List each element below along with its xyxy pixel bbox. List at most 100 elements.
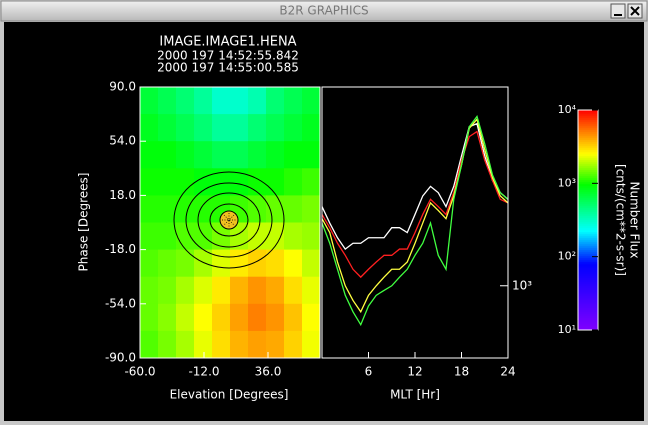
minimize-button[interactable] [610, 3, 626, 19]
colorbar-strip [578, 216, 598, 219]
heat-cell [194, 303, 213, 332]
heat-cell [266, 303, 285, 332]
colorbar-strip [578, 324, 598, 327]
colorbar-strip [578, 202, 598, 205]
heat-cell [176, 168, 195, 196]
colorbar-strip [578, 114, 598, 117]
colorbar-strip [578, 296, 598, 299]
colorbar-strip [578, 218, 598, 221]
heat-cell [302, 303, 320, 332]
heat-cell [266, 195, 285, 223]
colorbar-strip [578, 116, 598, 119]
heat-cell [284, 276, 303, 305]
heat-cell [248, 276, 267, 305]
colorbar-strip [578, 226, 598, 229]
colorbar-label: [cnts/(cm**2-s-sr)] [614, 164, 628, 276]
colorbar-strip [578, 264, 598, 267]
colorbar-strip [578, 320, 598, 323]
colorbar-strip [578, 316, 598, 319]
heat-cell [266, 87, 285, 115]
colorbar-frame [577, 109, 599, 331]
heat-cell [176, 141, 195, 169]
colorbar-strip [578, 288, 598, 291]
colorbar-strip [578, 260, 598, 263]
heat-cell [140, 168, 159, 196]
colorbar-strip [578, 194, 598, 197]
colorbar-strip [578, 278, 598, 281]
heat-cell [230, 303, 249, 332]
colorbar-strip [578, 268, 598, 271]
y-axis-label: Phase [Degrees] [77, 173, 91, 272]
colorbar-strip [578, 258, 598, 261]
window-title: B2R GRAPHICS [279, 4, 368, 18]
colorbar-strip [578, 280, 598, 283]
heat-cell [158, 141, 177, 169]
colorbar-strip [578, 240, 598, 243]
colorbar-strip [578, 130, 598, 133]
heat-cell [248, 114, 267, 142]
heat-cell [158, 222, 177, 251]
colorbar-strip [578, 132, 598, 135]
colorbar-strip [578, 180, 598, 183]
heat-cell [302, 114, 320, 142]
close-button[interactable] [627, 3, 643, 19]
colorbar-strip [578, 166, 598, 169]
heat-cell [248, 141, 267, 169]
colorbar-label: Number Flux [628, 182, 642, 259]
colorbar-strip [578, 246, 598, 249]
y-tick-label: -54.0 [105, 296, 136, 310]
heat-cell [194, 141, 213, 169]
colorbar-strip [578, 254, 598, 257]
colorbar-strip [578, 234, 598, 237]
colorbar-strip [578, 124, 598, 127]
colorbar-strip [578, 204, 598, 207]
x-tick-label: -12.0 [188, 365, 219, 379]
heat-cell [140, 87, 159, 115]
heat-cell [158, 330, 177, 358]
center-marker [219, 210, 239, 230]
colorbar-strip [578, 286, 598, 289]
colorbar-strip [578, 250, 598, 253]
heat-cell [140, 195, 159, 223]
colorbar-strip [578, 206, 598, 209]
colorbar-strip [578, 322, 598, 325]
heat-cell [266, 168, 285, 196]
colorbar-strip [578, 318, 598, 321]
heat-cell [176, 303, 195, 332]
x-axis-label: MLT [Hr] [390, 388, 440, 402]
x-axis-label: Elevation [Degrees] [170, 388, 289, 402]
contours [173, 171, 285, 269]
colorbar-strip [578, 282, 598, 285]
colorbar-strip [578, 302, 598, 305]
subtitle: 2000 197 14:52:55.842 [157, 49, 299, 63]
x-tick-label: -60.0 [124, 365, 155, 379]
series-line [322, 130, 508, 279]
line-plot [322, 114, 508, 327]
heat-cell [302, 222, 320, 251]
heat-cell [284, 330, 303, 358]
heat-cell [176, 249, 195, 278]
heat-cell [158, 249, 177, 278]
colorbar-strip [578, 172, 598, 175]
y-tick-label: 18.0 [109, 188, 136, 202]
y-tick-label: 90.0 [109, 80, 136, 94]
colorbar-strip [578, 200, 598, 203]
heat-cell [230, 330, 249, 358]
colorbar-strip [578, 196, 598, 199]
heat-cell [158, 195, 177, 223]
colorbar-strip [578, 142, 598, 145]
colorbar-strip [578, 176, 598, 179]
colorbar-strip [578, 248, 598, 251]
colorbar-strip [578, 326, 598, 329]
colorbar-strip [578, 328, 598, 331]
colorbar-strip [578, 134, 598, 137]
colorbar-strip [578, 274, 598, 277]
heat-cell [212, 141, 231, 169]
x-tick-label: 18 [454, 365, 469, 379]
heat-cell [140, 222, 159, 251]
colorbar-strip [578, 198, 598, 201]
colorbar-strip [578, 224, 598, 227]
heat-cell [212, 303, 231, 332]
heat-cell [176, 114, 195, 142]
